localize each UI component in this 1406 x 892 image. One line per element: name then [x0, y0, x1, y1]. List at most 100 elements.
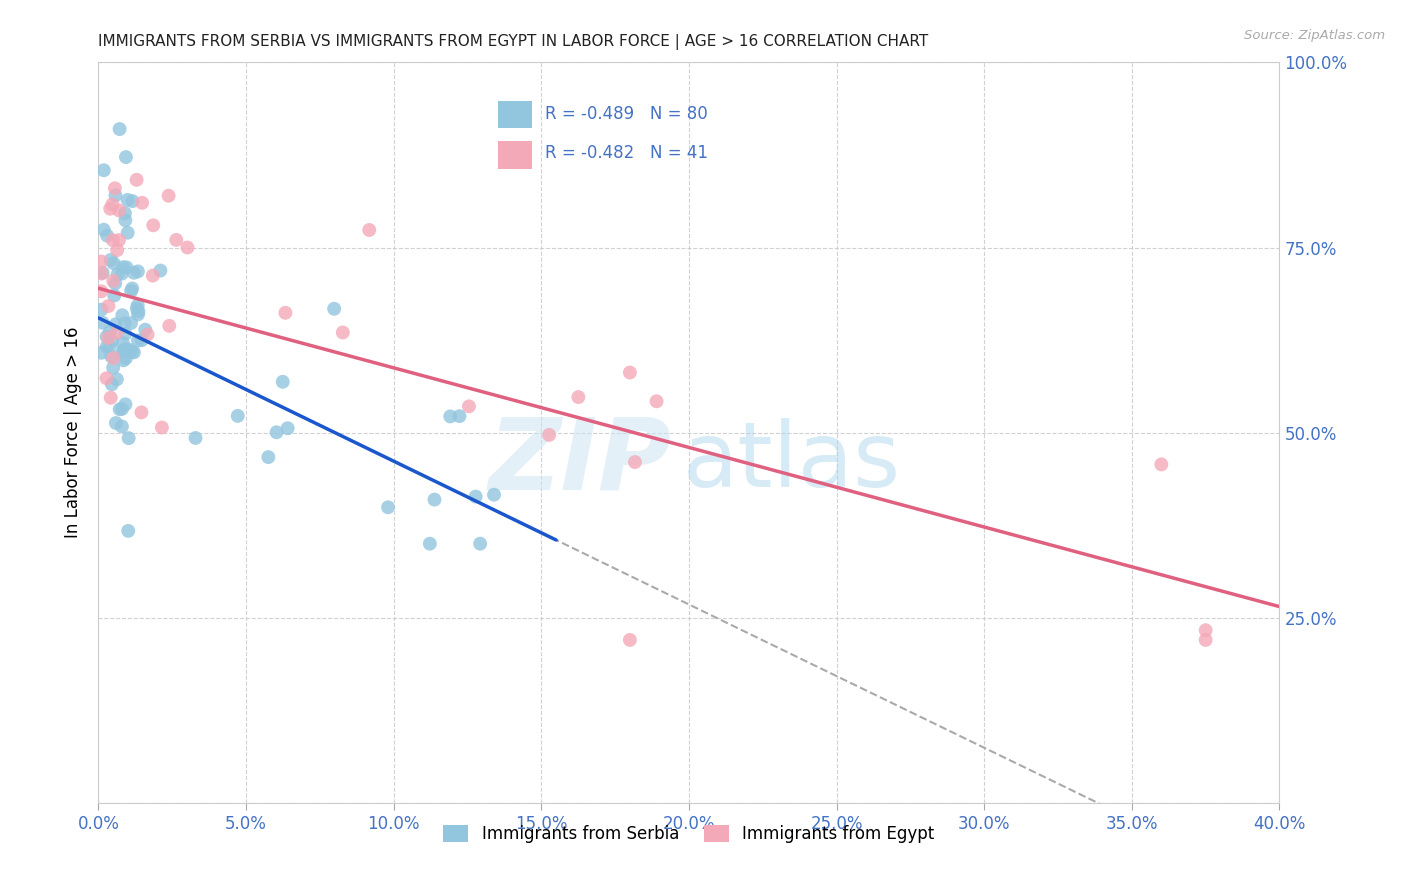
Point [91, 266, 114, 280]
Point [257, 450, 280, 464]
Point [121, 194, 143, 208]
Point [111, 267, 134, 281]
Point [645, 394, 668, 409]
Point [538, 428, 561, 442]
Point [117, 524, 139, 538]
Point [125, 173, 148, 187]
Point [103, 351, 125, 365]
Point [115, 351, 138, 365]
Point [101, 334, 124, 348]
Point [127, 307, 149, 321]
Point [105, 243, 128, 257]
Point [624, 455, 647, 469]
Point [128, 304, 150, 318]
Point [101, 233, 124, 247]
Point [115, 260, 138, 275]
Point [125, 301, 148, 316]
Point [90, 285, 112, 299]
Point [271, 375, 294, 389]
Point [107, 267, 129, 281]
Point [101, 197, 124, 211]
Point [112, 353, 135, 368]
Point [98, 340, 121, 354]
Point [98, 202, 121, 216]
Point [114, 316, 136, 330]
Point [112, 260, 135, 275]
Point [111, 308, 134, 322]
Point [108, 233, 131, 247]
Point [114, 213, 136, 227]
Point [120, 316, 142, 330]
Point [439, 409, 461, 424]
Point [131, 195, 153, 210]
Point [277, 421, 299, 435]
Point [184, 431, 207, 445]
Point [90, 302, 112, 317]
Point [108, 402, 131, 417]
Point [112, 345, 135, 359]
Point [105, 326, 128, 340]
Point [97, 299, 120, 313]
Point [105, 372, 128, 386]
Point [104, 188, 127, 202]
Point [377, 500, 399, 515]
Y-axis label: In Labor Force | Age > 16: In Labor Force | Age > 16 [65, 326, 83, 539]
Point [118, 343, 141, 357]
Point [114, 206, 136, 220]
Point [482, 488, 505, 502]
Point [419, 536, 441, 550]
Point [98, 325, 121, 339]
Text: Source: ZipAtlas.com: Source: ZipAtlas.com [1244, 29, 1385, 42]
Point [121, 344, 143, 359]
Point [127, 264, 149, 278]
Point [91, 316, 114, 330]
Point [111, 343, 134, 358]
Point [131, 333, 153, 347]
Point [323, 301, 346, 316]
Point [104, 318, 127, 332]
Point [101, 377, 124, 392]
Point [111, 419, 134, 434]
Point [108, 122, 131, 136]
Point [115, 150, 138, 164]
Point [96, 340, 118, 354]
Point [127, 334, 149, 348]
Point [120, 284, 142, 298]
Point [134, 323, 156, 337]
Point [142, 268, 165, 283]
Point [122, 266, 145, 280]
Text: ZIP: ZIP [488, 414, 671, 511]
Point [176, 240, 198, 255]
Point [142, 219, 165, 233]
Point [101, 360, 124, 375]
Point [157, 188, 180, 202]
Point [111, 336, 134, 351]
Point [103, 288, 125, 302]
Point [470, 536, 492, 550]
Point [136, 327, 159, 342]
Point [100, 252, 122, 267]
Point [100, 349, 122, 363]
Point [131, 405, 153, 419]
Point [149, 263, 172, 277]
Point [96, 228, 118, 243]
Legend: Immigrants from Serbia, Immigrants from Egypt: Immigrants from Serbia, Immigrants from … [437, 819, 941, 850]
Point [97, 331, 120, 345]
Point [464, 490, 486, 504]
Point [165, 233, 187, 247]
Point [100, 391, 122, 405]
Point [1195, 632, 1218, 647]
Point [359, 223, 381, 237]
Point [619, 366, 641, 380]
Point [117, 193, 139, 207]
Point [226, 409, 249, 423]
Point [114, 326, 136, 341]
Point [114, 342, 136, 356]
Point [114, 397, 136, 411]
Point [104, 181, 127, 195]
Point [458, 400, 481, 414]
Point [90, 254, 112, 268]
Text: atlas: atlas [683, 418, 901, 507]
Point [1150, 458, 1173, 472]
Point [90, 345, 112, 359]
